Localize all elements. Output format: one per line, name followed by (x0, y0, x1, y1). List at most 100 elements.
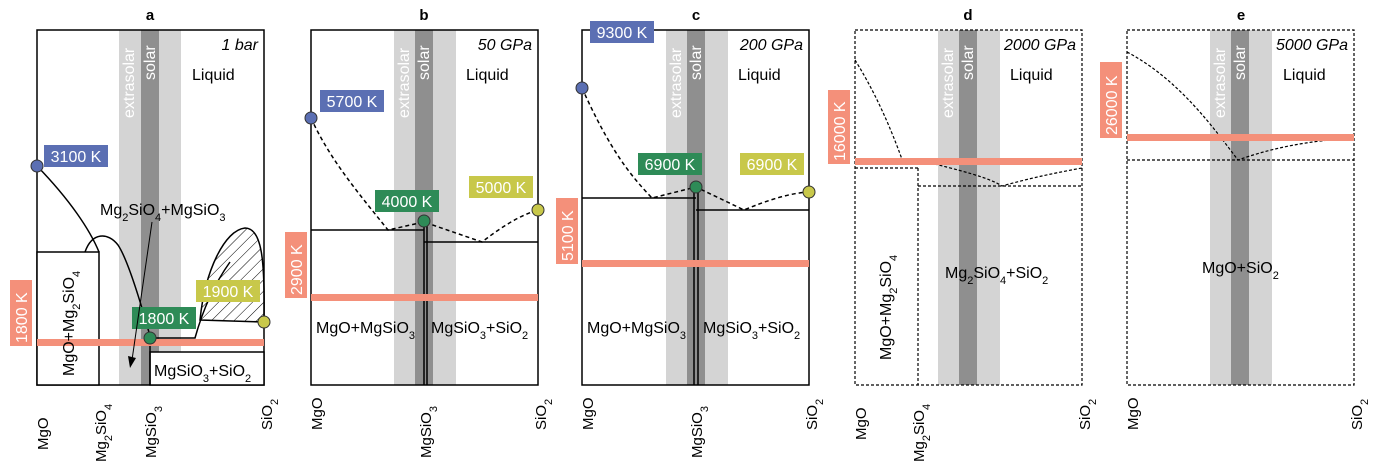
temp-label: 6900 K (747, 157, 798, 174)
melting-point-marker (257, 315, 271, 329)
panel-e-frame (1126, 29, 1355, 386)
band-label-extrasolar: extrasolar (940, 47, 957, 118)
axis-label: MgSiO3 (689, 406, 711, 458)
liquid-label: Liquid (738, 67, 781, 84)
solar-band (1231, 30, 1249, 385)
temp-label: 9300 K (597, 25, 648, 42)
melting-point-marker (689, 180, 703, 194)
temp-label: 1900 K (203, 284, 254, 301)
solar-band (687, 30, 705, 385)
temperature-line (855, 158, 1082, 165)
pressure-label: 50 GPa (478, 37, 532, 54)
axis-label: MgO (35, 417, 52, 450)
melting-point-marker (575, 81, 589, 95)
phase-label: MgO+MgSiO3 (587, 320, 686, 342)
panel-a-title: a (146, 7, 155, 24)
axis-label: MgSiO3 (418, 406, 440, 458)
axis-label: SiO2 (259, 399, 281, 430)
temp-label: 1800 K (139, 311, 190, 328)
phase-label: MgO+MgSiO3 (316, 320, 415, 342)
temp-label: 2900 K (289, 244, 306, 295)
band-label-solar: solar (1232, 45, 1249, 80)
temp-label: 5000 K (476, 180, 527, 197)
panel-b-title: b (419, 7, 428, 24)
temp-badge (828, 90, 850, 164)
axis-label: Mg2SiO4 (911, 404, 933, 462)
temp-label: 5700 K (327, 94, 378, 111)
band-label-extrasolar: extrasolar (668, 47, 685, 118)
axis-label: MgO (853, 407, 870, 440)
axis-label: SiO2 (1077, 399, 1099, 430)
temp-badge (469, 176, 533, 198)
immiscibility-dome (199, 227, 265, 323)
temp-badge (1100, 62, 1122, 138)
axis-label: SiO2 (1349, 399, 1371, 430)
panel-a: a extrasolar solar 3100 K 1800 (10, 7, 281, 462)
band-label-extrasolar: extrasolar (396, 47, 413, 118)
liquidus-curve-dashed (1126, 51, 1355, 161)
axis-label: Mg2SiO4 (93, 404, 115, 462)
liquidus-curve (84, 235, 151, 337)
temp-label: 16000 K (832, 101, 849, 161)
axis-label: SiO2 (533, 399, 555, 430)
temperature-line (582, 260, 809, 267)
panel-e: e extrasolar solar 26000 K 5000 GPa Liqu… (1100, 7, 1371, 430)
melting-point-marker (304, 111, 318, 125)
temp-badge (320, 90, 384, 112)
temp-badge (10, 280, 32, 346)
temp-badge (375, 190, 439, 212)
phase-label: MgSiO3+SiO2 (154, 363, 251, 385)
band-label-solar: solar (416, 45, 433, 80)
melting-point-marker (143, 331, 157, 345)
phase-label: MgSiO3+SiO2 (431, 320, 528, 342)
liquid-label: Liquid (1010, 67, 1053, 84)
phase-label: MgO+Mg2SiO4 (61, 271, 83, 376)
temp-label: 3100 K (51, 149, 102, 166)
liquid-label: Liquid (466, 67, 509, 84)
melting-point-marker (30, 159, 44, 173)
liquid-label: Liquid (192, 67, 235, 84)
panel-c-title: c (692, 7, 700, 24)
phase-label: Mg2SiO4+SiO2 (945, 265, 1048, 287)
temp-label: 5100 K (560, 210, 577, 261)
liquidus-curve-dashed (310, 117, 539, 243)
pressure-label: 2000 GPa (1003, 37, 1076, 54)
temp-label: 26000 K (1104, 75, 1121, 135)
melting-point-marker (802, 185, 816, 199)
pointer-arrow (131, 221, 153, 361)
temp-label: 1800 K (14, 292, 31, 343)
melting-point-marker (417, 214, 431, 228)
pressure-label: 1 bar (222, 37, 259, 54)
temp-badge (740, 153, 804, 175)
liquidus-curve-dashed (581, 87, 810, 211)
panel-e-title: e (1237, 7, 1245, 24)
phase-label: MgO+SiO2 (1202, 260, 1279, 282)
band-label-extrasolar: extrasolar (121, 47, 138, 118)
panel-d: d extrasolar solar 16000 K 2000 GPa Liqu… (828, 7, 1099, 462)
temperature-line (311, 294, 538, 301)
liquidus-curve-dashed (854, 59, 1083, 187)
liquidus-curve (36, 165, 100, 253)
temp-label: 6900 K (645, 157, 696, 174)
pressure-label: 200 GPa (739, 37, 803, 54)
temp-badge (285, 232, 307, 298)
band-label-solar: solar (142, 45, 159, 80)
pressure-label: 5000 GPa (1276, 37, 1348, 54)
phase-field-mgo-mg2sio4 (36, 251, 100, 386)
temp-badge (132, 307, 196, 329)
axis-label: MgO (1125, 397, 1142, 430)
phase-label: Mg2SiO4+MgSiO3 (100, 202, 226, 224)
pointer-arrowhead (128, 356, 136, 368)
temp-label: 4000 K (382, 194, 433, 211)
axis-label: SiO2 (804, 399, 826, 430)
melting-point-marker (531, 203, 545, 217)
solar-band (141, 30, 159, 385)
band-label-solar: solar (688, 45, 705, 80)
panel-d-title: d (963, 7, 972, 24)
panel-b: b extrasolar solar 5700 K 4000 K 5000 K … (285, 7, 555, 458)
band-label-extrasolar: extrasolar (1212, 47, 1229, 118)
phase-label: MgSiO3+SiO2 (703, 320, 800, 342)
temp-badge (590, 21, 654, 43)
solar-band (959, 30, 977, 385)
